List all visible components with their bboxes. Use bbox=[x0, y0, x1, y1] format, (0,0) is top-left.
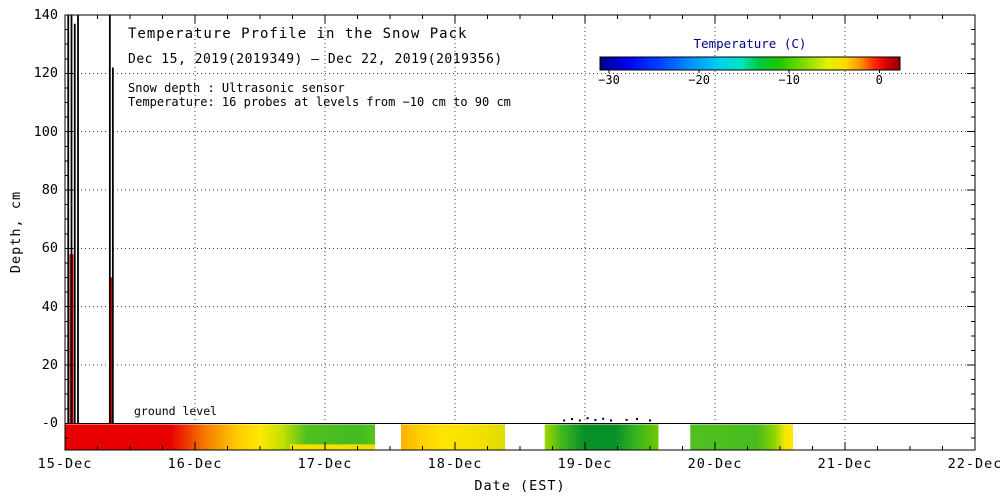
snow-depth-trace-mark bbox=[625, 418, 628, 421]
snow-depth-trace-mark bbox=[610, 419, 612, 422]
y-tick-label: -0 bbox=[41, 415, 58, 432]
snow-depth-trace-mark bbox=[578, 419, 581, 422]
colorbar bbox=[599, 56, 901, 71]
x-tick-label: 20-Dec bbox=[687, 456, 743, 472]
x-tick-label: 19-Dec bbox=[557, 456, 613, 472]
x-tick-label: 17-Dec bbox=[297, 456, 353, 472]
snow-depth-trace-mark bbox=[594, 418, 597, 421]
ground-level-label: ground level bbox=[134, 404, 218, 418]
y-tick-label: 140 bbox=[33, 7, 58, 23]
snow-depth-spike-fill bbox=[110, 277, 113, 424]
y-axis-title: Depth, cm bbox=[8, 190, 24, 274]
colorbar-tick-label: −20 bbox=[688, 73, 710, 87]
chart-date-range: Dec 15, 2019(2019349) – Dec 22, 2019(201… bbox=[128, 52, 503, 67]
y-tick-label: 80 bbox=[41, 182, 58, 199]
y-tick-label: 40 bbox=[41, 298, 58, 315]
chart-title: Temperature Profile in the Snow Pack bbox=[128, 26, 468, 42]
colorbar-tick-label: −30 bbox=[598, 73, 620, 87]
y-tick-label: 60 bbox=[41, 240, 58, 257]
x-tick-label: 22-Dec bbox=[947, 456, 1000, 472]
colorbar-title: Temperature (C) bbox=[693, 36, 807, 51]
colorbar-tick-label: −10 bbox=[778, 73, 801, 87]
colorbar-tick-label: 0 bbox=[875, 73, 883, 87]
snow-depth-trace-mark bbox=[571, 418, 573, 421]
x-tick-label: 21-Dec bbox=[817, 456, 873, 472]
x-tick-label: 15-Dec bbox=[37, 456, 93, 472]
plot-border bbox=[64, 14, 976, 451]
ground-temperature-band bbox=[289, 444, 376, 450]
ground-temperature-band bbox=[544, 424, 659, 450]
snow-depth-trace-mark bbox=[586, 417, 589, 420]
snow-depth-trace-mark bbox=[649, 419, 651, 422]
temperature-probes-note: Temperature: 16 probes at levels from −1… bbox=[128, 95, 511, 109]
x-axis-title: Date (EST) bbox=[474, 478, 566, 494]
snow-depth-trace-mark bbox=[636, 418, 638, 421]
y-tick-label: 120 bbox=[33, 65, 58, 82]
snow-depth-source-note: Snow depth : Ultrasonic sensor bbox=[128, 81, 345, 95]
x-tick-label: 16-Dec bbox=[167, 456, 223, 472]
ground-temperature-band bbox=[401, 424, 506, 450]
y-tick-label: 100 bbox=[33, 123, 58, 140]
snow-depth-trace-mark bbox=[563, 419, 566, 422]
snow-depth-trace-mark bbox=[602, 417, 605, 420]
x-tick-label: 18-Dec bbox=[427, 456, 483, 472]
ground-temperature-band bbox=[690, 424, 793, 450]
y-tick-label: 20 bbox=[41, 357, 58, 374]
